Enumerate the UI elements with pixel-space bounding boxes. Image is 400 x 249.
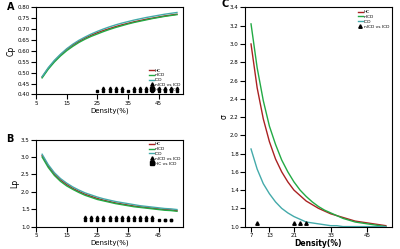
Y-axis label: σ: σ [220, 115, 228, 120]
Y-axis label: Cp: Cp [7, 46, 16, 56]
X-axis label: Density(%): Density(%) [90, 239, 129, 246]
X-axis label: Density(%): Density(%) [295, 239, 342, 248]
Text: A: A [6, 2, 14, 12]
Text: B: B [6, 134, 14, 144]
Legend: HC, nICD, ICD, nICD vs ICD, HC vs ICD: HC, nICD, ICD, nICD vs ICD, HC vs ICD [149, 142, 181, 166]
Y-axis label: Lp: Lp [11, 179, 20, 188]
Legend: HC, nICD, ICD, nICD vs ICD, HC vs nICD: HC, nICD, ICD, nICD vs ICD, HC vs nICD [149, 68, 181, 92]
Text: C: C [221, 0, 229, 9]
X-axis label: Density(%): Density(%) [90, 107, 129, 114]
Legend: HC, nICD, ICD, nICD vs ICD: HC, nICD, ICD, nICD vs ICD [358, 10, 390, 29]
